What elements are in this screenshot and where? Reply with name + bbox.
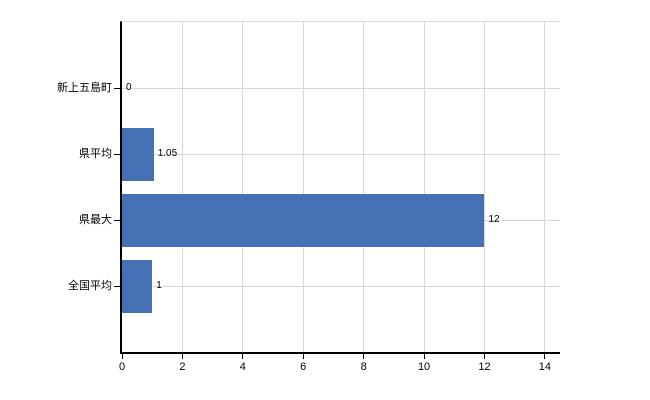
x-axis-tick — [483, 354, 485, 359]
category-label: 新上五島町 — [57, 82, 112, 94]
y-axis-tick — [114, 87, 120, 89]
x-tick-label: 14 — [538, 361, 552, 373]
vertical-gridline — [363, 22, 365, 352]
x-axis-tick — [544, 354, 546, 359]
x-tick-label: 12 — [478, 361, 491, 373]
x-axis-tick — [181, 354, 183, 359]
x-tick-label: 2 — [179, 361, 186, 373]
vertical-gridline — [544, 22, 546, 352]
vertical-gridline — [483, 22, 485, 352]
category-label: 県平均 — [79, 148, 112, 160]
y-axis-tick — [114, 153, 120, 155]
bar — [122, 127, 154, 181]
bar-value-label: 12 — [488, 214, 500, 225]
x-tick-label: 8 — [360, 361, 367, 373]
bar-value-label: 0 — [126, 82, 132, 93]
bar-value-label: 1.05 — [157, 148, 178, 159]
horizontal-gridline — [122, 87, 560, 89]
bar — [122, 259, 153, 313]
vertical-gridline — [423, 22, 425, 352]
x-axis-tick — [423, 354, 425, 359]
horizontal-gridline — [122, 285, 560, 287]
x-tick-label: 0 — [118, 361, 126, 373]
plot-area: 0 1.05 12 1 — [120, 21, 560, 354]
vertical-gridline — [181, 22, 183, 352]
bar-value-label: 1 — [156, 280, 162, 291]
bar — [122, 193, 485, 247]
x-tick-label: 6 — [300, 361, 307, 373]
x-tick-label: 10 — [417, 361, 431, 373]
x-axis-tick — [302, 354, 304, 359]
horizontal-gridline — [122, 153, 560, 155]
x-tick-label: 4 — [239, 361, 246, 373]
x-axis-tick — [363, 354, 365, 359]
y-axis-tick — [114, 285, 120, 287]
vertical-gridline — [302, 22, 304, 352]
vertical-gridline — [242, 22, 244, 352]
category-label: 県最大 — [79, 214, 112, 226]
category-label: 全国平均 — [68, 280, 112, 292]
x-axis-tick — [121, 354, 123, 359]
y-axis-tick — [114, 219, 120, 221]
x-axis-tick — [242, 354, 244, 359]
